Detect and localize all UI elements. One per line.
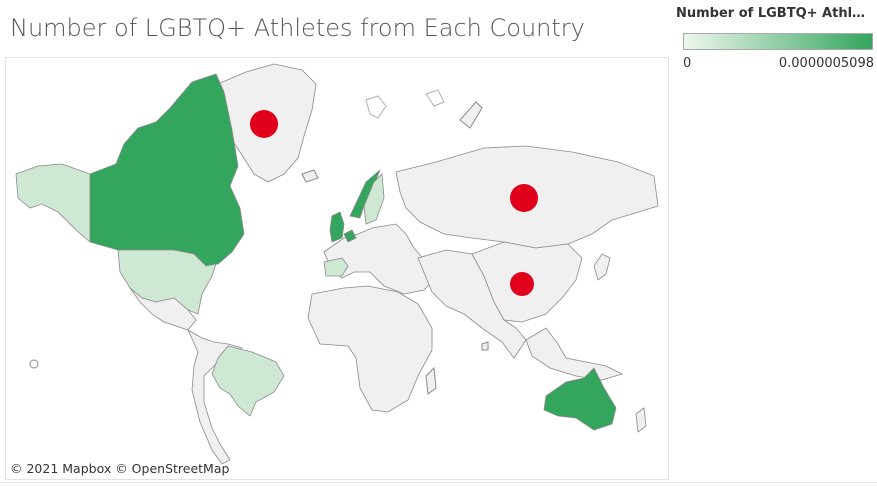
legend-gradient-bar <box>683 33 873 50</box>
country-australia[interactable] <box>543 367 617 431</box>
country-japan[interactable] <box>593 253 611 281</box>
marker-greenland[interactable] <box>250 110 278 138</box>
country-africa[interactable] <box>307 285 433 413</box>
country-sweden[interactable] <box>363 173 385 225</box>
divider <box>0 482 877 483</box>
country-alaska[interactable] <box>15 163 91 243</box>
map-attribution[interactable]: © 2021 Mapbox © OpenStreetMap <box>10 461 230 476</box>
legend-title[interactable]: Number of LGBTQ+ Athlet... <box>676 6 872 21</box>
color-legend[interactable]: Number of LGBTQ+ Athlet... 0 0.000000509… <box>676 6 874 71</box>
island-madagascar <box>425 366 437 395</box>
marker-china[interactable] <box>510 272 534 296</box>
island-svalbard <box>365 95 387 119</box>
country-southeast-asia[interactable] <box>525 327 624 381</box>
legend-min-label: 0 <box>683 56 692 71</box>
island-hawaii <box>29 359 39 369</box>
country-new-zealand[interactable] <box>635 407 647 433</box>
country-spain[interactable] <box>323 257 349 277</box>
country-netherlands[interactable] <box>343 229 357 243</box>
island-iceland <box>301 169 319 183</box>
chart-title: Number of LGBTQ+ Athletes from Each Coun… <box>10 14 585 42</box>
world-map[interactable] <box>6 58 668 479</box>
country-south-america-other[interactable] <box>187 329 243 465</box>
marker-russia[interactable] <box>510 184 538 212</box>
map-view[interactable]: © 2021 Mapbox © OpenStreetMap <box>5 57 669 480</box>
island-franz-josef <box>425 89 445 107</box>
country-mexico[interactable] <box>129 287 197 331</box>
country-brazil[interactable] <box>211 345 285 417</box>
country-uk[interactable] <box>329 211 345 243</box>
island-novaya-zemlya <box>459 101 483 129</box>
legend-max-label: 0.0000005098 <box>778 56 874 71</box>
country-canada[interactable] <box>89 73 245 267</box>
island-sri-lanka <box>481 341 489 351</box>
